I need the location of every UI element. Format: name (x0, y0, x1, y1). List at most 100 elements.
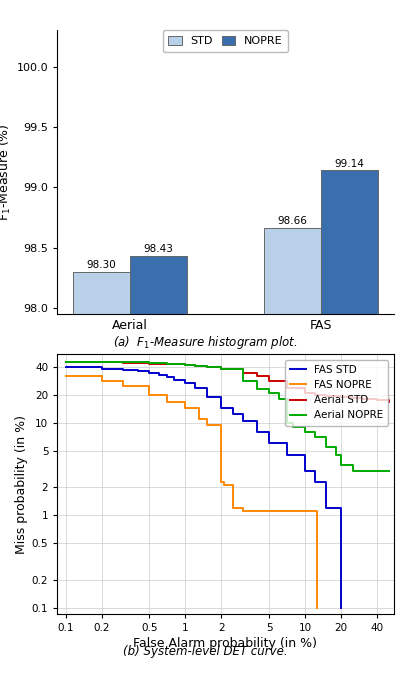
Bar (263, 228, 320, 675)
FAS STD (302, 467, 307, 475)
Aerial NOPRE (146, 359, 151, 367)
Aerial STD (374, 396, 379, 404)
FAS STD (156, 371, 161, 379)
Aerial NOPRE (182, 361, 187, 369)
Aerial NOPRE (349, 467, 354, 475)
Text: 98.43: 98.43 (143, 244, 173, 254)
Aerial NOPRE (254, 385, 259, 394)
Aerial STD (146, 360, 151, 368)
FAS STD (146, 369, 151, 377)
X-axis label: False Alarm probability (in %): False Alarm probability (in %) (133, 637, 317, 651)
FAS NOPRE (164, 398, 169, 406)
Aerial NOPRE (302, 428, 307, 436)
FAS NOPRE (283, 508, 288, 516)
FAS NOPRE (204, 421, 209, 429)
Aerial NOPRE (374, 467, 379, 475)
FAS STD (218, 404, 223, 412)
FAS STD (192, 383, 197, 392)
Aerial STD (192, 362, 197, 370)
Aerial NOPRE (385, 467, 390, 475)
Aerial NOPRE (359, 467, 364, 475)
Aerial NOPRE (266, 389, 271, 397)
Text: 99.14: 99.14 (334, 159, 364, 169)
FAS STD (63, 363, 68, 371)
Y-axis label: F$_1$-Measure (%): F$_1$-Measure (%) (0, 124, 13, 221)
Aerial STD (323, 392, 328, 400)
FAS NOPRE (254, 508, 259, 516)
Aerial NOPRE (120, 358, 125, 367)
FAS STD (239, 417, 244, 425)
FAS STD (338, 508, 343, 516)
Line: Aerial NOPRE: Aerial NOPRE (66, 362, 388, 471)
FAS NOPRE (230, 504, 235, 512)
Aerial STD (218, 364, 223, 373)
FAS STD (135, 367, 140, 375)
Aerial NOPRE (204, 363, 209, 371)
FAS STD (120, 367, 125, 375)
Aerial NOPRE (275, 395, 280, 403)
Aerial NOPRE (290, 423, 295, 431)
FAS STD (204, 393, 209, 401)
Bar (130, 256, 187, 675)
FAS STD (283, 451, 288, 459)
FAS NOPRE (182, 404, 187, 412)
Bar (72, 271, 130, 675)
FAS NOPRE (239, 508, 244, 516)
Aerial NOPRE (338, 461, 343, 469)
Y-axis label: Miss probability (in %): Miss probability (in %) (15, 415, 28, 554)
FAS NOPRE (313, 603, 318, 612)
FAS NOPRE (266, 508, 271, 516)
FAS STD (323, 504, 328, 512)
Aerial STD (164, 360, 169, 369)
Aerial NOPRE (239, 377, 244, 385)
Aerial STD (338, 393, 343, 401)
Bar (320, 170, 378, 675)
Aerial NOPRE (192, 362, 197, 370)
Aerial STD (63, 358, 68, 367)
Aerial STD (349, 394, 354, 402)
FAS STD (266, 439, 271, 448)
Aerial STD (120, 359, 125, 367)
FAS NOPRE (120, 382, 125, 390)
FAS NOPRE (302, 508, 307, 516)
FAS NOPRE (146, 391, 151, 399)
Aerial STD (311, 391, 316, 399)
FAS STD (338, 603, 343, 612)
Aerial NOPRE (63, 358, 68, 366)
FAS NOPRE (99, 377, 104, 385)
FAS STD (99, 365, 104, 373)
FAS STD (171, 376, 176, 384)
Aerial STD (359, 395, 364, 403)
Legend: STD, NOPRE: STD, NOPRE (162, 30, 288, 52)
FAS STD (182, 379, 187, 387)
Text: (a)  F$_1$-Measure histogram plot.: (a) F$_1$-Measure histogram plot. (112, 334, 297, 351)
Line: FAS STD: FAS STD (66, 367, 340, 608)
Line: Aerial STD: Aerial STD (66, 362, 388, 402)
FAS STD (311, 478, 316, 486)
Aerial STD (239, 369, 244, 377)
Aerial STD (204, 363, 209, 371)
Aerial STD (266, 377, 271, 385)
Aerial STD (254, 372, 259, 380)
FAS NOPRE (63, 372, 68, 380)
FAS NOPRE (221, 481, 226, 489)
Aerial NOPRE (311, 433, 316, 441)
Aerial STD (182, 361, 187, 369)
Text: (b) System-level DET curve.: (b) System-level DET curve. (122, 645, 287, 657)
FAS NOPRE (218, 478, 223, 486)
Aerial NOPRE (283, 418, 288, 427)
FAS STD (164, 373, 169, 381)
Aerial NOPRE (332, 451, 337, 459)
FAS NOPRE (196, 415, 201, 423)
Text: 98.66: 98.66 (277, 217, 307, 226)
FAS STD (254, 428, 259, 436)
Legend: FAS STD, FAS NOPRE, Aerial STD, Aerial NOPRE: FAS STD, FAS NOPRE, Aerial STD, Aerial N… (284, 360, 387, 426)
Aerial STD (302, 389, 307, 397)
Line: FAS NOPRE: FAS NOPRE (66, 376, 316, 608)
Aerial STD (385, 398, 390, 406)
Aerial NOPRE (323, 443, 328, 451)
FAS NOPRE (313, 508, 318, 516)
Text: 98.30: 98.30 (86, 260, 116, 270)
Aerial NOPRE (218, 365, 223, 373)
Aerial STD (283, 383, 288, 392)
